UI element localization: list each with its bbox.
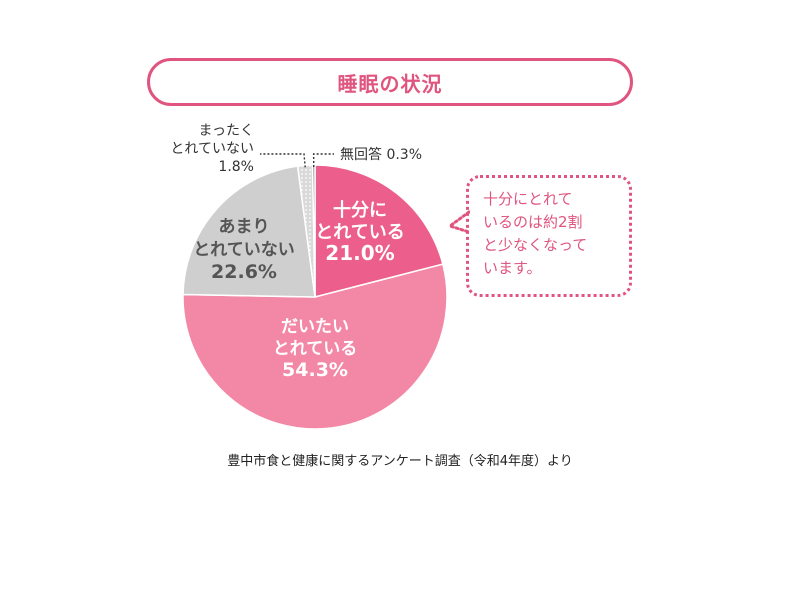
callout-box: 十分にとれて いるのは約2割 と少なくなって います。 <box>466 175 632 297</box>
slice-value-label-2: 54.3% <box>282 359 348 381</box>
slice-category-label-1: とれている <box>315 222 404 243</box>
slice-value-label-3: 22.6% <box>211 261 277 283</box>
pie-slice-3 <box>182 165 316 298</box>
slice-value-label-1: 21.0% <box>325 241 394 265</box>
callout-line-2: いるのは約2割 <box>483 213 583 231</box>
callout-line-3: と少なくなって <box>483 236 588 254</box>
slice-value-label-4: 1.8% <box>218 159 254 175</box>
chart-title-box: 睡眠の状況 <box>147 58 633 106</box>
pie-slice-5 <box>311 164 316 298</box>
slice-category-label-3: とれていない <box>193 240 295 260</box>
pie-slice-1 <box>314 164 444 298</box>
slice-category-label-3: あまり <box>219 217 270 237</box>
pie-slice-2 <box>182 263 448 430</box>
leader-line-5 <box>312 153 334 168</box>
slice-category-label-2: とれている <box>273 339 358 359</box>
slice-category-label-4: まったく <box>199 123 254 139</box>
slice-category-label-5: 無回答 0.3% <box>340 146 422 163</box>
slice-category-label-4: とれていない <box>170 141 254 157</box>
callout-line-1: 十分にとれて <box>483 190 573 208</box>
slice-category-label-1: 十分に <box>333 199 387 221</box>
chart-title: 睡眠の状況 <box>337 71 443 96</box>
source-note: 豊中市食と健康に関するアンケート調査（令和4年度）より <box>227 454 573 469</box>
slice-category-label-2: だいたい <box>281 317 349 337</box>
callout-pointer <box>448 210 470 234</box>
callout-line-4: います。 <box>483 259 542 277</box>
leader-line-4 <box>260 153 306 168</box>
